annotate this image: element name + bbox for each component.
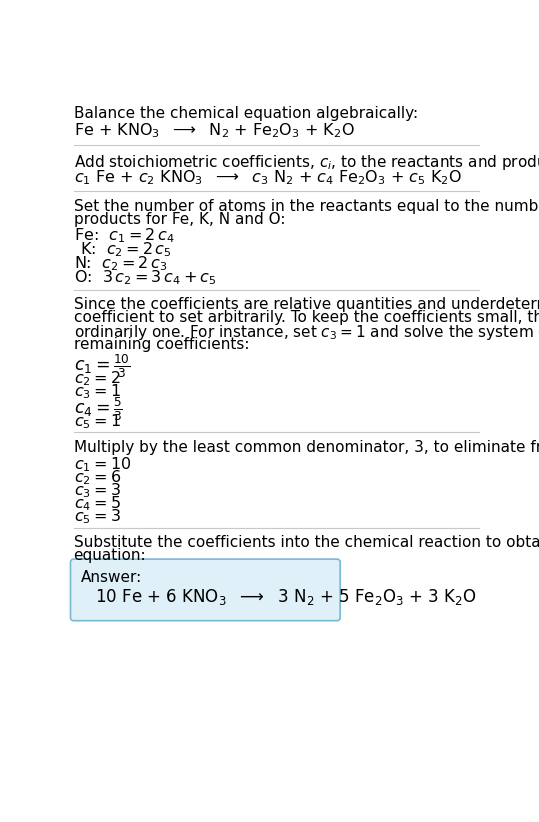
Text: Answer:: Answer: <box>81 570 143 585</box>
Text: $c_1 = \frac{10}{3}$: $c_1 = \frac{10}{3}$ <box>74 352 130 380</box>
Text: $c_4 = 5$: $c_4 = 5$ <box>74 494 120 513</box>
Text: $c_5 = 1$: $c_5 = 1$ <box>74 412 120 431</box>
Text: Substitute the coefficients into the chemical reaction to obtain the balanced: Substitute the coefficients into the che… <box>74 535 539 550</box>
Text: Set the number of atoms in the reactants equal to the number of atoms in the: Set the number of atoms in the reactants… <box>74 199 539 214</box>
Text: ordinarily one. For instance, set $c_3 = 1$ and solve the system of equations fo: ordinarily one. For instance, set $c_3 =… <box>74 324 539 343</box>
Text: Fe + KNO$_3$  $\longrightarrow$  N$_2$ + Fe$_2$O$_3$ + K$_2$O: Fe + KNO$_3$ $\longrightarrow$ N$_2$ + F… <box>74 122 354 141</box>
Text: $c_3 = 3$: $c_3 = 3$ <box>74 482 120 500</box>
Text: Multiply by the least common denominator, 3, to eliminate fractional coefficient: Multiply by the least common denominator… <box>74 440 539 455</box>
Text: O:  $3\,c_2 = 3\,c_4 + c_5$: O: $3\,c_2 = 3\,c_4 + c_5$ <box>74 268 216 287</box>
Text: equation:: equation: <box>74 548 146 563</box>
FancyBboxPatch shape <box>71 559 340 621</box>
Text: coefficient to set arbitrarily. To keep the coefficients small, the arbitrary va: coefficient to set arbitrarily. To keep … <box>74 311 539 326</box>
Text: Balance the chemical equation algebraically:: Balance the chemical equation algebraica… <box>74 106 418 122</box>
Text: Fe:  $c_1 = 2\,c_4$: Fe: $c_1 = 2\,c_4$ <box>74 226 174 245</box>
Text: products for Fe, K, N and O:: products for Fe, K, N and O: <box>74 212 285 227</box>
Text: $c_5 = 3$: $c_5 = 3$ <box>74 507 120 526</box>
Text: $c_2 = 2$: $c_2 = 2$ <box>74 369 120 388</box>
Text: $c_1$ Fe + $c_2$ KNO$_3$  $\longrightarrow$  $c_3$ N$_2$ + $c_4$ Fe$_2$O$_3$ + $: $c_1$ Fe + $c_2$ KNO$_3$ $\longrightarro… <box>74 168 461 187</box>
Text: $c_3 = 1$: $c_3 = 1$ <box>74 382 120 400</box>
Text: $c_1 = 10$: $c_1 = 10$ <box>74 455 131 473</box>
Text: Since the coefficients are relative quantities and underdetermined, choose a: Since the coefficients are relative quan… <box>74 298 539 312</box>
Text: $c_2 = 6$: $c_2 = 6$ <box>74 469 121 487</box>
Text: $c_4 = \frac{5}{3}$: $c_4 = \frac{5}{3}$ <box>74 395 122 423</box>
Text: 10 Fe + 6 KNO$_3$  $\longrightarrow$  3 N$_2$ + 5 Fe$_2$O$_3$ + 3 K$_2$O: 10 Fe + 6 KNO$_3$ $\longrightarrow$ 3 N$… <box>95 587 477 607</box>
Text: remaining coefficients:: remaining coefficients: <box>74 336 249 352</box>
Text: Add stoichiometric coefficients, $c_i$, to the reactants and products:: Add stoichiometric coefficients, $c_i$, … <box>74 153 539 172</box>
Text: K:  $c_2 = 2\,c_5$: K: $c_2 = 2\,c_5$ <box>75 240 172 259</box>
Text: N:  $c_2 = 2\,c_3$: N: $c_2 = 2\,c_3$ <box>74 254 167 273</box>
